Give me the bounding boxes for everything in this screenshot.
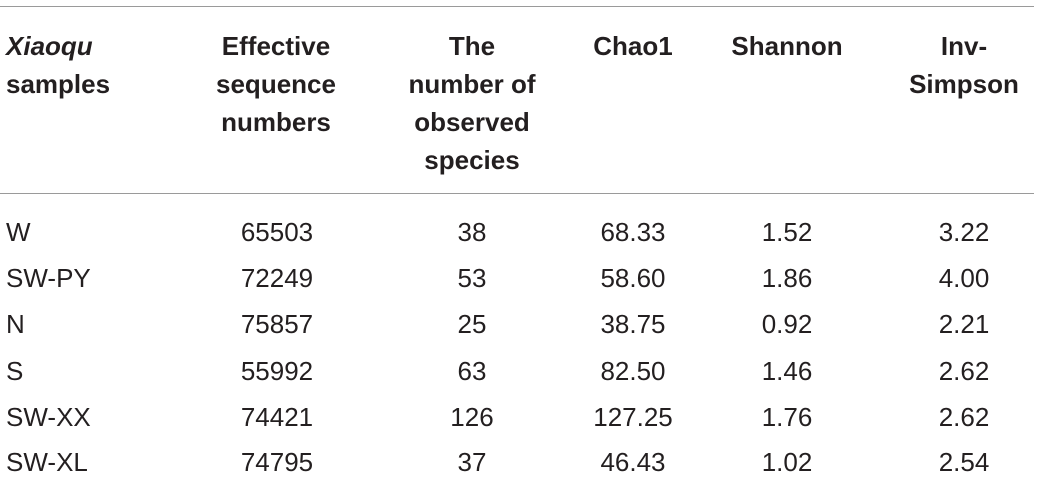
- table-row: N 75857 25 38.75 0.92 2.21: [0, 303, 1041, 345]
- effective-sequences: 75857: [240, 309, 314, 339]
- header-line: sequence: [216, 69, 336, 99]
- chao1-value: 68.33: [600, 217, 666, 247]
- header-samples-line1: Xiaoqu: [6, 31, 93, 61]
- effective-sequences: 72249: [240, 263, 314, 293]
- shannon-value: 1.46: [761, 356, 813, 386]
- header-samples: Xiaoqu samples: [6, 27, 110, 103]
- shannon-value: 1.76: [761, 402, 813, 432]
- header-line: The: [448, 31, 496, 61]
- inv-simpson-value: 3.22: [938, 217, 990, 247]
- sample-name: SW-XX: [6, 402, 91, 432]
- table-row: SW-XX 74421 126 127.25 1.76 2.62: [0, 396, 1041, 438]
- shannon-value: 1.52: [761, 217, 813, 247]
- shannon-value: 0.92: [761, 309, 813, 339]
- header-line: numbers: [221, 107, 331, 137]
- observed-species: 63: [457, 356, 487, 386]
- inv-simpson-value: 2.62: [938, 402, 990, 432]
- header-line: Inv-: [940, 31, 988, 61]
- header-chao1: Chao1: [583, 27, 683, 65]
- observed-species: 37: [457, 447, 487, 477]
- table-row: SW-XL 74795 37 46.43 1.02 2.54: [0, 441, 1041, 483]
- table-row: S 55992 63 82.50 1.46 2.62: [0, 350, 1041, 392]
- sample-name: W: [6, 217, 31, 247]
- effective-sequences: 74421: [240, 402, 314, 432]
- header-line: species: [424, 145, 520, 175]
- header-line: observed: [414, 107, 530, 137]
- header-line: Chao1: [593, 31, 673, 61]
- shannon-value: 1.02: [761, 447, 813, 477]
- inv-simpson-value: 2.62: [938, 356, 990, 386]
- chao1-value: 82.50: [600, 356, 666, 386]
- header-shannon: Shannon: [722, 27, 852, 65]
- header-inv-simpson: Inv- Simpson: [898, 27, 1030, 103]
- observed-species: 38: [457, 217, 487, 247]
- effective-sequences: 74795: [240, 447, 314, 477]
- effective-sequences: 65503: [240, 217, 314, 247]
- chao1-value: 38.75: [600, 309, 666, 339]
- top-rule: [0, 6, 1034, 7]
- header-samples-line2: samples: [6, 69, 111, 99]
- sample-name: SW-XL: [6, 447, 88, 477]
- header-line: Effective: [221, 31, 331, 61]
- observed-species: 126: [450, 402, 494, 432]
- header-line: Shannon: [731, 31, 843, 61]
- header-line: number of: [408, 69, 536, 99]
- header-line: Simpson: [909, 69, 1019, 99]
- table-row: W 65503 38 68.33 1.52 3.22: [0, 211, 1041, 253]
- inv-simpson-value: 2.21: [938, 309, 990, 339]
- chao1-value: 58.60: [600, 263, 666, 293]
- header-observed-species: The number of observed species: [398, 27, 546, 179]
- inv-simpson-value: 4.00: [938, 263, 990, 293]
- inv-simpson-value: 2.54: [938, 447, 990, 477]
- observed-species: 25: [457, 309, 487, 339]
- shannon-value: 1.86: [761, 263, 813, 293]
- table-row: SW-PY 72249 53 58.60 1.86 4.00: [0, 257, 1041, 299]
- sample-name: S: [6, 356, 24, 386]
- header-rule: [0, 193, 1034, 194]
- header-effective-sequence-numbers: Effective sequence numbers: [210, 27, 342, 141]
- chao1-value: 127.25: [593, 402, 673, 432]
- observed-species: 53: [457, 263, 487, 293]
- sample-name: N: [6, 309, 25, 339]
- chao1-value: 46.43: [600, 447, 666, 477]
- effective-sequences: 55992: [240, 356, 314, 386]
- sample-name: SW-PY: [6, 263, 91, 293]
